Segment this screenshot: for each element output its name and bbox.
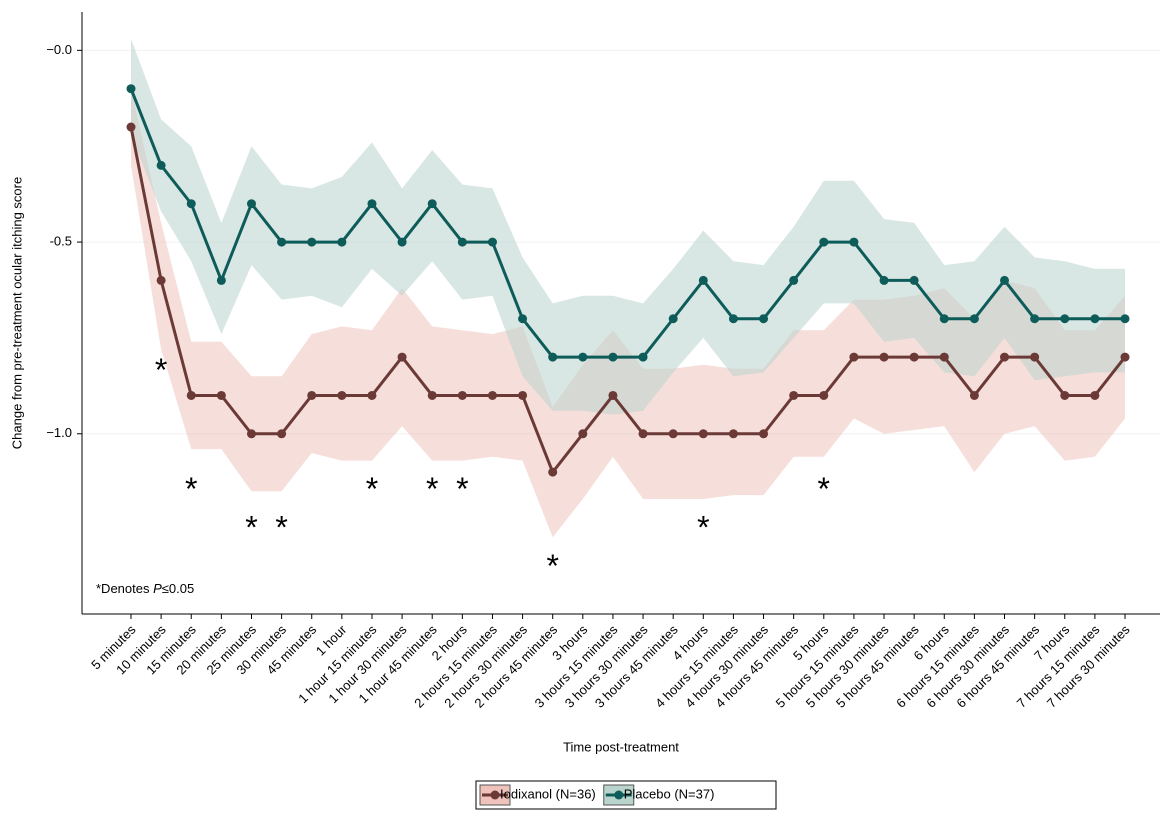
point bbox=[548, 467, 558, 477]
y-tick-label: -0.5 bbox=[50, 234, 72, 249]
point bbox=[909, 275, 919, 285]
point bbox=[427, 199, 437, 209]
point bbox=[1030, 314, 1040, 324]
point bbox=[156, 275, 166, 285]
point bbox=[186, 390, 196, 400]
point bbox=[307, 390, 317, 400]
point bbox=[337, 237, 347, 247]
legend-marker bbox=[614, 790, 624, 800]
point bbox=[879, 275, 889, 285]
significance-marker: * bbox=[155, 352, 167, 388]
point bbox=[698, 429, 708, 439]
point bbox=[518, 314, 528, 324]
point bbox=[819, 237, 829, 247]
point bbox=[1060, 390, 1070, 400]
note-text: *Denotes bbox=[96, 581, 153, 596]
point bbox=[277, 237, 287, 247]
significance-marker: * bbox=[185, 471, 197, 507]
point bbox=[728, 314, 738, 324]
y-tick-label: −1.0 bbox=[46, 425, 72, 440]
significance-marker: * bbox=[366, 471, 378, 507]
point bbox=[216, 275, 226, 285]
point bbox=[608, 352, 618, 362]
point bbox=[1120, 314, 1130, 324]
point bbox=[1000, 352, 1010, 362]
point bbox=[186, 199, 196, 209]
point bbox=[457, 390, 467, 400]
point bbox=[608, 390, 618, 400]
legend-marker bbox=[490, 790, 500, 800]
point bbox=[939, 352, 949, 362]
point bbox=[277, 429, 287, 439]
point bbox=[337, 390, 347, 400]
significance-marker: * bbox=[426, 471, 438, 507]
point bbox=[939, 314, 949, 324]
point bbox=[427, 390, 437, 400]
point bbox=[849, 352, 859, 362]
point bbox=[1060, 314, 1070, 324]
series-line bbox=[129, 126, 1127, 476]
point bbox=[909, 352, 919, 362]
point bbox=[819, 390, 829, 400]
point bbox=[397, 237, 407, 247]
point bbox=[789, 275, 799, 285]
point bbox=[518, 390, 528, 400]
point bbox=[578, 352, 588, 362]
point bbox=[307, 237, 317, 247]
point bbox=[668, 429, 678, 439]
point bbox=[216, 390, 226, 400]
point bbox=[126, 84, 136, 94]
significance-marker: * bbox=[818, 471, 830, 507]
legend: Iodixanol (N=36) Placebo (N=37) bbox=[475, 780, 777, 810]
point bbox=[246, 199, 256, 209]
point bbox=[487, 390, 497, 400]
point bbox=[578, 429, 588, 439]
point bbox=[849, 237, 859, 247]
point bbox=[728, 429, 738, 439]
significance-marker: * bbox=[245, 509, 257, 545]
note: *Denotes P≤0.05 bbox=[96, 581, 194, 596]
point bbox=[759, 429, 769, 439]
legend-label: Placebo (N=37) bbox=[624, 786, 715, 801]
y-axis-label: Change from pre-treatment ocular itching… bbox=[9, 177, 24, 449]
series-line bbox=[129, 88, 1125, 359]
significance-marker: * bbox=[697, 509, 709, 545]
x-axis-label: Time post-treatment bbox=[563, 739, 679, 754]
legend-label: Iodixanol (N=36) bbox=[500, 786, 596, 801]
point bbox=[638, 429, 648, 439]
point bbox=[698, 275, 708, 285]
point bbox=[879, 352, 889, 362]
point bbox=[1120, 352, 1130, 362]
point bbox=[638, 352, 648, 362]
point bbox=[1090, 314, 1100, 324]
note-text: P bbox=[153, 581, 162, 596]
point bbox=[1090, 390, 1100, 400]
point bbox=[397, 352, 407, 362]
point bbox=[969, 390, 979, 400]
significance-marker: * bbox=[456, 471, 468, 507]
confidence-band bbox=[131, 38, 1125, 415]
note-text: ≤0.05 bbox=[162, 581, 194, 596]
significance-marker: * bbox=[546, 548, 558, 584]
point bbox=[548, 352, 558, 362]
point bbox=[246, 429, 256, 439]
confidence-band bbox=[131, 88, 1125, 538]
point bbox=[759, 314, 769, 324]
point bbox=[126, 122, 136, 132]
point bbox=[367, 390, 377, 400]
point bbox=[1000, 275, 1010, 285]
point bbox=[789, 390, 799, 400]
point bbox=[668, 314, 678, 324]
point bbox=[367, 199, 377, 209]
point bbox=[1030, 352, 1040, 362]
point bbox=[487, 237, 497, 247]
y-tick-label: −0.0 bbox=[46, 42, 72, 57]
point bbox=[457, 237, 467, 247]
point bbox=[969, 314, 979, 324]
significance-marker: * bbox=[275, 509, 287, 545]
point bbox=[156, 160, 166, 170]
